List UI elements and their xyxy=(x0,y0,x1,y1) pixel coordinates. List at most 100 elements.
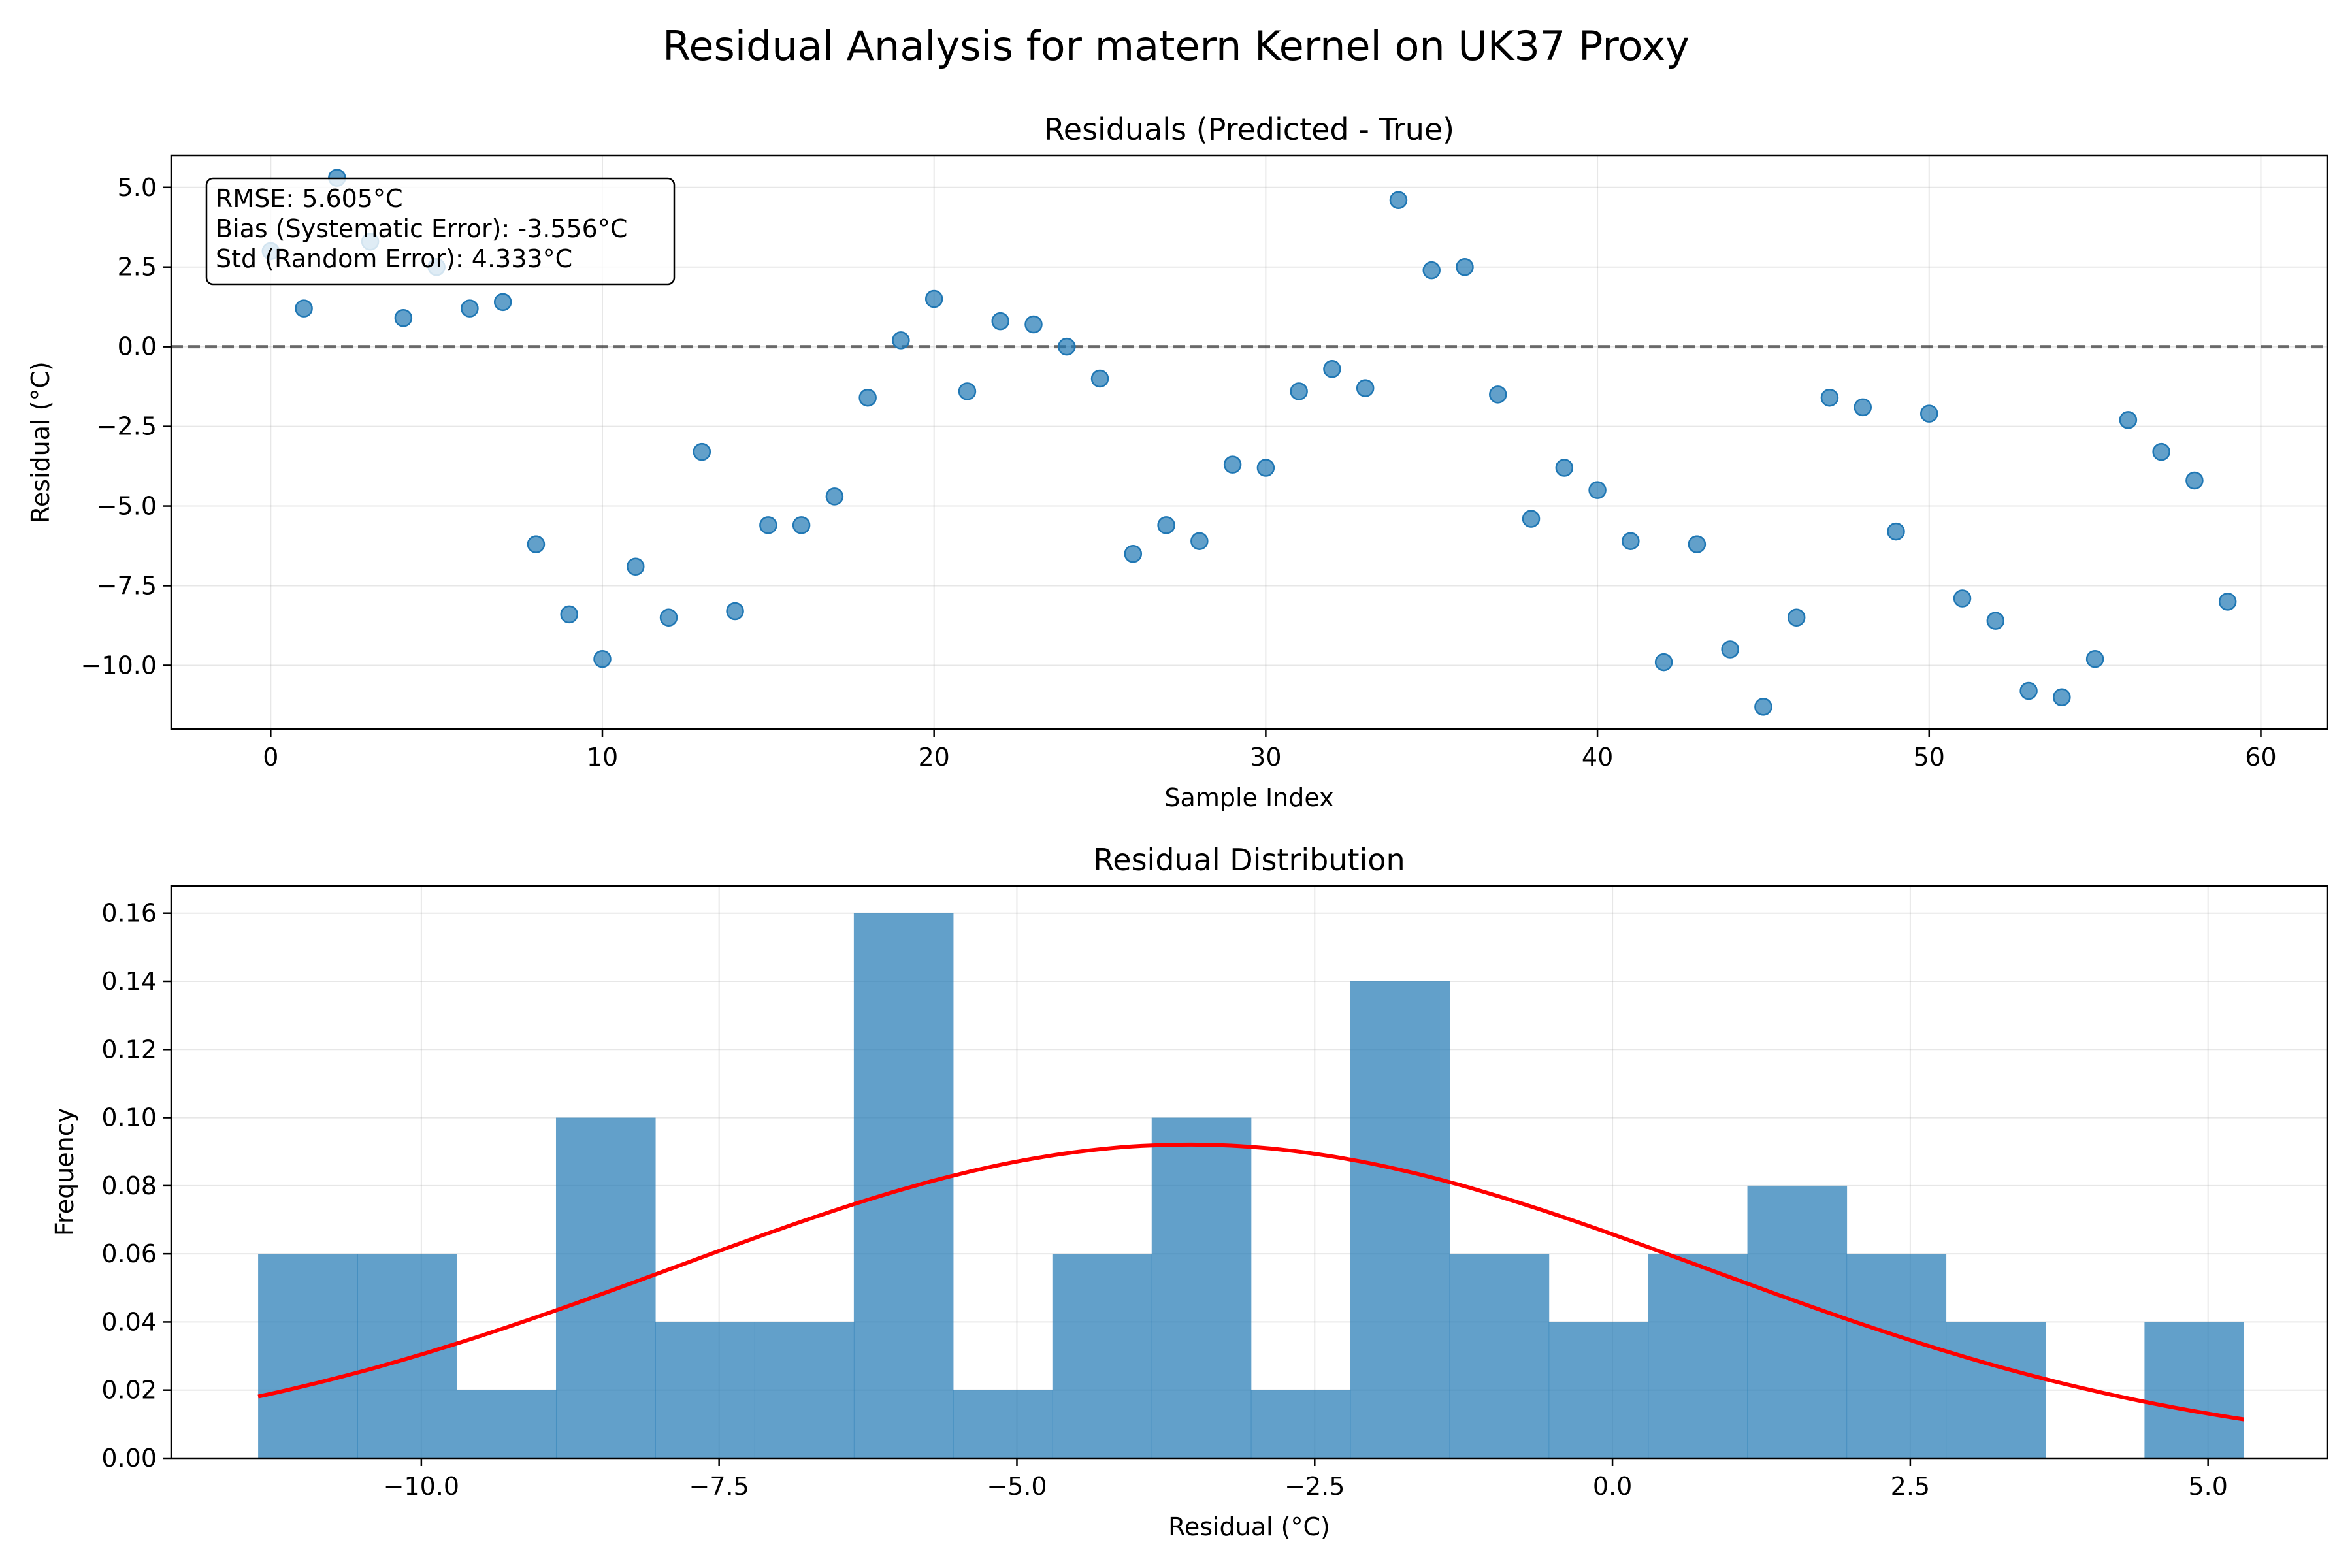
histogram-y-tick-label: 0.04 xyxy=(101,1307,157,1336)
residual-point xyxy=(693,442,711,461)
residual-point xyxy=(2119,411,2138,429)
histogram-bar xyxy=(655,1322,755,1458)
histogram-bar xyxy=(1747,1185,1848,1458)
histogram-y-tick-label: 0.08 xyxy=(101,1171,157,1200)
scatter-y-tick-label: 5.0 xyxy=(118,173,157,202)
histogram-x-tick-label: −5.0 xyxy=(987,1472,1047,1501)
residual-point xyxy=(759,516,777,534)
scatter-x-tick-label: 50 xyxy=(1914,743,1945,772)
scatter-y-tick-label: −10.0 xyxy=(81,651,157,679)
residual-point xyxy=(1688,535,1707,553)
figure-suptitle: Residual Analysis for matern Kernel on U… xyxy=(662,22,1690,70)
histogram-x-tick-label: −10.0 xyxy=(384,1472,459,1501)
scatter-x-tick-label: 0 xyxy=(263,743,278,772)
histogram-bars xyxy=(258,913,2244,1458)
residual-point xyxy=(659,608,678,627)
histogram-y-ticks: 0.00 0.02 0.04 0.06 0.08 0.10 0.12 0.14 0.16 xyxy=(101,899,171,1473)
residual-point xyxy=(2218,593,2237,611)
histogram-bar xyxy=(1548,1322,1649,1458)
histogram-y-tick-label: 0.16 xyxy=(101,899,157,928)
stats-annotation-frame xyxy=(205,177,676,286)
residual-point xyxy=(2185,471,2204,490)
histogram-y-tick-label: 0.06 xyxy=(101,1239,157,1268)
residual-point xyxy=(1953,589,1972,608)
residual-point xyxy=(1588,481,1607,499)
histogram-y-axis-label: Frequency xyxy=(50,1108,79,1236)
histogram-bar xyxy=(555,1117,656,1458)
residual-point xyxy=(1256,459,1275,477)
residual-point xyxy=(1090,369,1109,388)
residual-point xyxy=(295,299,313,318)
histogram-bar xyxy=(853,913,954,1458)
residual-point xyxy=(2053,688,2071,706)
residual-point xyxy=(991,312,1009,331)
scatter-y-tick-label: −2.5 xyxy=(97,412,157,441)
histogram-bar xyxy=(953,1390,1053,1458)
histogram-bar xyxy=(357,1254,457,1458)
residual-point xyxy=(593,649,612,668)
residual-distribution-panel: −10.0 −7.5 −5.0 −2.5 0.0 2.5 5.0 0.000.020.040… xyxy=(50,842,2328,1541)
residual-point xyxy=(461,299,479,318)
residual-point xyxy=(858,388,877,407)
residual-point xyxy=(493,293,512,312)
residual-point xyxy=(892,331,910,350)
residual-point xyxy=(1124,544,1143,563)
residual-point xyxy=(1754,698,1772,716)
residual-point xyxy=(825,487,844,506)
residual-point xyxy=(1422,261,1441,280)
histogram-y-tick-label: 0.02 xyxy=(101,1376,157,1405)
histogram-bar xyxy=(1449,1254,1550,1458)
histogram-bar xyxy=(258,1254,358,1458)
residual-point xyxy=(1854,398,1872,417)
residual-point xyxy=(726,602,744,621)
histogram-y-tick-label: 0.00 xyxy=(101,1444,157,1473)
scatter-x-tick-label: 20 xyxy=(919,743,950,772)
histogram-x-tick-label: 0.0 xyxy=(1593,1472,1632,1501)
scatter-y-tick-label: 0.0 xyxy=(118,333,157,361)
histogram-bar xyxy=(1151,1117,1252,1458)
residual-point xyxy=(1456,257,1474,276)
residual-point xyxy=(1157,516,1175,534)
histogram-y-tick-label: 0.10 xyxy=(101,1103,157,1132)
scatter-axes-frame xyxy=(170,154,2328,730)
residual-point xyxy=(1622,532,1640,550)
residual-point xyxy=(1058,337,1076,356)
residual-point xyxy=(1522,510,1541,528)
rmse-annotation: RMSE: 5.605°C xyxy=(216,184,403,213)
histogram-x-ticks: −10.0 −7.5 −5.0 −2.5 0.0 2.5 5.0 xyxy=(384,1458,2228,1501)
histogram-bar xyxy=(1250,1390,1351,1458)
residual-point xyxy=(1190,532,1209,550)
scatter-title: Residuals (Predicted - True) xyxy=(1044,112,1454,147)
histogram-x-tick-label: −7.5 xyxy=(689,1472,749,1501)
residual-point xyxy=(2085,649,2104,668)
residual-point xyxy=(958,382,977,400)
histogram-bar xyxy=(457,1390,557,1458)
residual-point xyxy=(627,557,645,576)
histogram-x-axis-label: Residual (°C) xyxy=(1168,1512,1330,1541)
histogram-y-tick-label: 0.12 xyxy=(101,1035,157,1064)
histogram-bar xyxy=(1648,1254,1748,1458)
histogram-bar xyxy=(1052,1254,1152,1458)
histogram-bar xyxy=(754,1322,855,1458)
residual-point xyxy=(1356,379,1375,397)
residual-point xyxy=(792,516,811,534)
scatter-y-tick-label: −7.5 xyxy=(97,572,157,600)
histogram-x-tick-label: −2.5 xyxy=(1284,1472,1345,1501)
scatter-x-axis-label: Sample Index xyxy=(1164,783,1333,812)
residual-point xyxy=(1986,612,2005,630)
std-annotation: Std (Random Error): 4.333°C xyxy=(216,244,572,273)
residual-point xyxy=(1887,522,1905,541)
residual-point xyxy=(1024,315,1043,334)
residual-point xyxy=(1489,385,1507,404)
stats-annotation-box: RMSE: 5.605°C Bias (Systematic Error): -… xyxy=(205,177,676,286)
residual-point xyxy=(527,535,546,553)
residual-point xyxy=(1654,653,1673,672)
histogram-x-tick-label: 5.0 xyxy=(2188,1472,2227,1501)
residual-point xyxy=(2019,681,2038,700)
residual-point xyxy=(1290,382,1308,400)
scatter-x-tick-label: 60 xyxy=(2245,743,2276,772)
histogram-bar xyxy=(1350,981,1450,1458)
histogram-bar xyxy=(1946,1322,2046,1458)
residual-point xyxy=(1820,388,1839,407)
